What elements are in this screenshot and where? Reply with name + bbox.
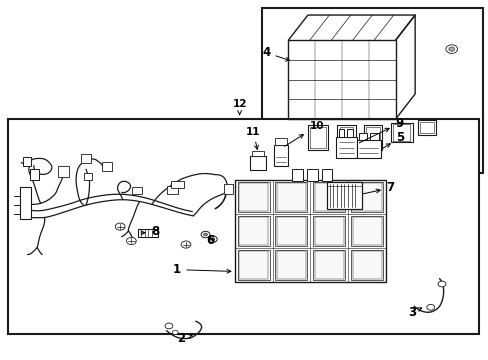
- Bar: [224, 184, 232, 194]
- Bar: [8, 119, 478, 334]
- Bar: [356, 140, 380, 158]
- Circle shape: [181, 241, 190, 248]
- Text: 3: 3: [407, 306, 421, 319]
- Bar: [350, 250, 382, 280]
- Text: 8: 8: [141, 225, 160, 238]
- Text: 9: 9: [358, 117, 403, 143]
- Circle shape: [448, 47, 454, 51]
- Circle shape: [203, 233, 207, 236]
- Bar: [275, 216, 307, 246]
- Bar: [292, 169, 303, 181]
- Circle shape: [437, 281, 445, 287]
- Bar: [358, 133, 366, 140]
- Bar: [275, 138, 286, 145]
- Bar: [237, 182, 269, 212]
- Circle shape: [426, 305, 434, 310]
- Text: 6: 6: [206, 234, 214, 247]
- Circle shape: [172, 330, 178, 334]
- Bar: [58, 166, 69, 177]
- Bar: [22, 157, 31, 166]
- Bar: [327, 182, 361, 209]
- Text: 11: 11: [245, 127, 260, 149]
- Bar: [132, 187, 142, 194]
- Circle shape: [445, 45, 457, 53]
- Bar: [336, 125, 355, 149]
- Bar: [102, 162, 112, 171]
- Circle shape: [126, 237, 136, 244]
- Bar: [81, 154, 91, 163]
- Bar: [313, 182, 345, 212]
- Bar: [369, 133, 378, 140]
- Bar: [275, 250, 307, 280]
- Bar: [167, 186, 178, 194]
- Circle shape: [115, 223, 125, 230]
- Text: 10: 10: [285, 121, 323, 146]
- Text: 4: 4: [262, 46, 289, 61]
- Text: 12: 12: [232, 99, 246, 115]
- Circle shape: [208, 236, 217, 242]
- Bar: [261, 8, 483, 173]
- Bar: [307, 125, 328, 149]
- Bar: [83, 173, 92, 180]
- Bar: [417, 120, 435, 135]
- Bar: [350, 216, 382, 246]
- Bar: [273, 145, 288, 166]
- Bar: [20, 187, 31, 220]
- Bar: [251, 151, 264, 156]
- Bar: [275, 182, 307, 212]
- Circle shape: [164, 323, 172, 329]
- Bar: [250, 156, 265, 170]
- Circle shape: [210, 238, 214, 240]
- Bar: [321, 169, 331, 181]
- Bar: [237, 216, 269, 246]
- Text: 7: 7: [363, 181, 394, 194]
- Bar: [237, 250, 269, 280]
- Bar: [313, 216, 345, 246]
- Bar: [390, 123, 412, 142]
- Bar: [346, 129, 352, 137]
- Bar: [335, 137, 356, 158]
- Bar: [306, 169, 317, 181]
- Bar: [171, 181, 183, 188]
- Circle shape: [201, 231, 209, 238]
- Bar: [338, 129, 344, 137]
- Bar: [234, 180, 385, 282]
- Bar: [363, 125, 382, 149]
- Text: 1: 1: [173, 263, 230, 276]
- Text: 2: 2: [177, 332, 192, 345]
- Bar: [138, 229, 158, 237]
- Text: 5: 5: [382, 131, 404, 148]
- Bar: [313, 250, 345, 280]
- Bar: [30, 169, 39, 180]
- Bar: [350, 182, 382, 212]
